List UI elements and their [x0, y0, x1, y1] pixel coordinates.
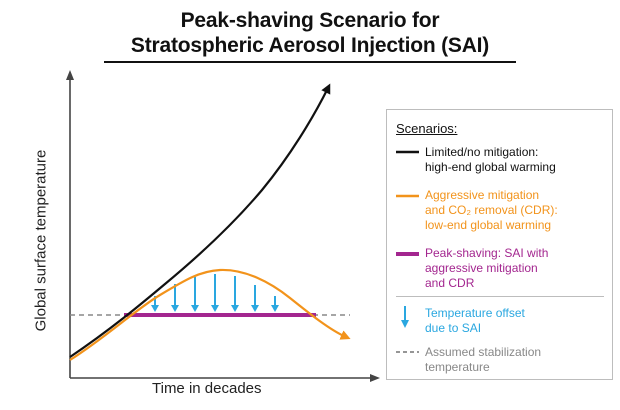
title-line-2: Stratospheric Aerosol Injection (SAI) — [130, 34, 490, 57]
y-axis-label: Global surface temperature — [32, 149, 50, 332]
legend-swatch-offset-arrow — [401, 306, 409, 328]
offset-arrow — [171, 284, 179, 312]
offset-arrow — [191, 277, 199, 312]
offset-arrow — [211, 274, 219, 312]
legend-label-aggressive: Aggressive mitigation and CO₂ removal (C… — [425, 188, 558, 232]
y-axis-arrowhead — [66, 70, 74, 80]
legend-label-no-mitigation: Limited/no mitigation: high-end global w… — [425, 145, 556, 174]
legend-label-offset: Temperature offset due to SAI — [425, 306, 525, 335]
x-axis-arrowhead — [370, 374, 380, 382]
offset-arrow — [251, 285, 259, 312]
offset-arrow — [271, 296, 279, 312]
no-mitigation-curve — [69, 83, 331, 358]
offset-arrows — [151, 274, 279, 312]
aggressive-mitigation-curve — [69, 268, 351, 361]
x-axis-label: Time in decades — [152, 380, 262, 397]
offset-arrow — [231, 276, 239, 312]
diagram-title: Peak-shaving Scenario for Stratospheric … — [0, 8, 620, 58]
title-line-1: Peak-shaving Scenario for — [180, 9, 440, 32]
legend-label-stabilization: Assumed stabilization temperature — [425, 345, 542, 374]
legend-divider — [396, 296, 604, 297]
legend-label-peak-shaving: Peak-shaving: SAI with aggressive mitiga… — [425, 246, 549, 290]
legend-box — [386, 109, 613, 380]
title-underline — [104, 61, 516, 63]
legend-heading: Scenarios: — [396, 121, 458, 136]
